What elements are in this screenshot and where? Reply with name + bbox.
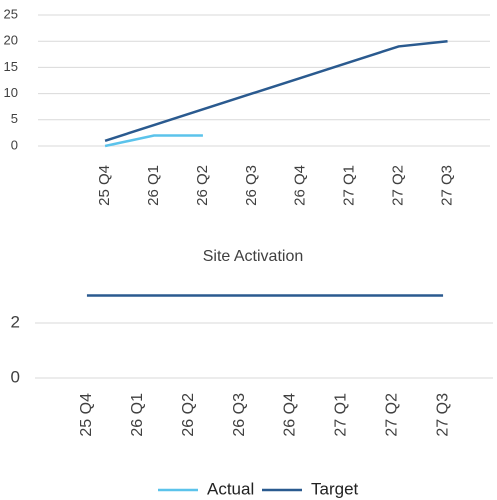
y-tick-label: 0 xyxy=(11,137,18,152)
y-tick-label: 25 xyxy=(4,6,18,21)
x-tick-label: 26 Q3 xyxy=(243,165,260,206)
x-tick-label: 27 Q3 xyxy=(434,393,451,437)
y-tick-label: 10 xyxy=(4,85,18,100)
x-tick-label: 26 Q2 xyxy=(194,165,211,206)
x-tick-label: 25 Q4 xyxy=(78,393,95,437)
chart-title: Site Activation xyxy=(203,248,304,265)
x-tick-label: 26 Q4 xyxy=(292,165,309,206)
x-tick-label: 27 Q2 xyxy=(383,393,400,437)
x-tick-label: 27 Q3 xyxy=(439,165,456,206)
series-line xyxy=(104,134,203,148)
y-tick-label: 5 xyxy=(11,111,18,126)
series-line xyxy=(104,39,448,142)
x-tick-label: 26 Q2 xyxy=(180,393,197,437)
y-tick-label: 2 xyxy=(11,312,20,331)
y-tick-label: 15 xyxy=(4,59,18,74)
x-tick-label: 26 Q3 xyxy=(231,393,248,437)
x-tick-label: 26 Q1 xyxy=(129,393,146,437)
x-tick-label: 27 Q1 xyxy=(341,165,358,206)
x-tick-label: 27 Q2 xyxy=(390,165,407,206)
legend-label: Actual xyxy=(207,479,254,498)
x-tick-label: 26 Q4 xyxy=(282,393,299,437)
x-tick-label: 25 Q4 xyxy=(96,165,113,206)
y-tick-label: 20 xyxy=(4,33,18,48)
legend-label: Target xyxy=(311,479,359,498)
x-tick-label: 26 Q1 xyxy=(145,165,162,206)
y-tick-label: 0 xyxy=(11,367,20,386)
x-tick-label: 27 Q1 xyxy=(333,393,350,437)
